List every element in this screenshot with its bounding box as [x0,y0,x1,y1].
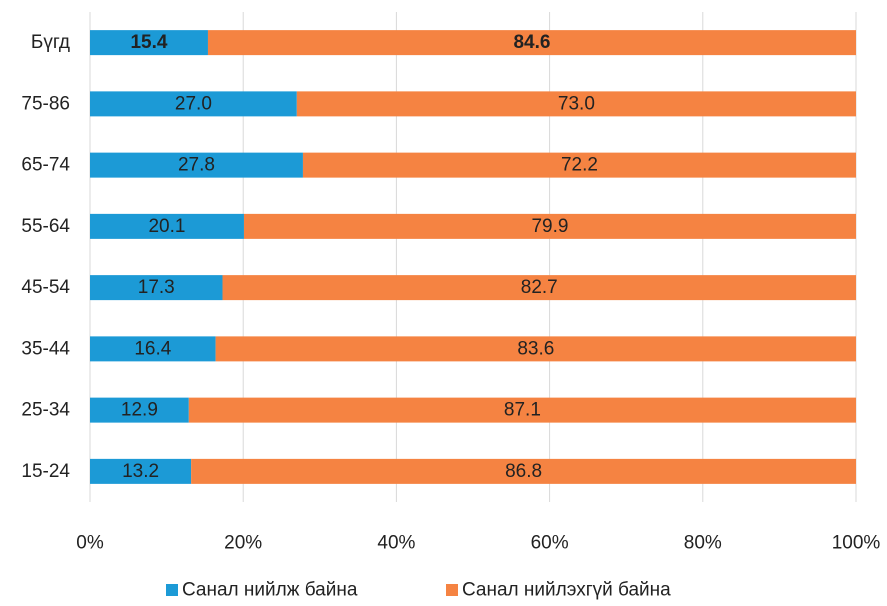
data-label-Бүгд-series-1: 84.6 [513,32,550,53]
x-tick-label: 0% [76,533,104,554]
data-label-75-86-series-0: 27.0 [175,93,212,114]
data-label-35-44-series-1: 83.6 [517,338,554,359]
bar-15-24-series-0 [90,458,192,484]
gridlines [89,12,857,502]
y-tick-label: Бүгд [31,32,70,53]
x-tick-label: 20% [224,533,262,554]
data-label-15-24-series-0: 13.2 [122,461,159,482]
x-tick-label: 60% [531,533,569,554]
data-label-25-34-series-1: 87.1 [504,400,541,421]
data-label-45-54-series-1: 82.7 [521,277,558,298]
data-label-25-34-series-0: 12.9 [121,400,158,421]
legend-swatch-1 [446,584,458,596]
bar-45-54-series-0 [90,275,223,301]
bar-Бүгд-series-1 [207,30,857,56]
bar-75-86-series-0 [90,91,297,117]
bar-15-24-series-1 [191,458,856,484]
x-axis-labels: 0% 20% 40% 60% 80% 100% [76,533,880,554]
data-label-Бүгд-series-0: 15.4 [130,32,167,53]
y-tick-label: 55-64 [21,216,70,237]
bar-65-74-series-1 [302,152,856,178]
data-label-55-64-series-1: 79.9 [531,216,568,237]
legend-swatch-0 [166,584,178,596]
y-tick-label: 65-74 [21,155,70,176]
bars: 15.4 84.6 27.0 73.0 27.8 72.2 20.1 79.9 17.3 82.7… [90,30,857,484]
legend: Санал нийлж байна Санал нийлэхгүй байна [166,580,671,601]
data-label-75-86-series-1: 73.0 [558,93,595,114]
legend-label-0: Санал нийлж байна [182,580,358,601]
y-tick-label: 15-24 [21,461,70,482]
bar-75-86-series-1 [296,91,856,117]
y-tick-label: 75-86 [21,93,70,114]
y-tick-label: 25-34 [21,400,70,421]
bar-25-34-series-0 [90,397,189,423]
y-tick-label: 35-44 [21,338,70,359]
data-label-35-44-series-0: 16.4 [134,338,171,359]
data-label-65-74-series-1: 72.2 [561,155,598,176]
x-tick-label: 40% [377,533,415,554]
data-label-45-54-series-0: 17.3 [138,277,175,298]
y-tick-label: 45-54 [21,277,70,298]
bar-45-54-series-1 [222,275,856,301]
bar-55-64-series-0 [90,213,244,239]
bar-55-64-series-1 [243,213,856,239]
x-tick-label: 80% [684,533,722,554]
bar-35-44-series-1 [215,336,856,362]
bar-25-34-series-1 [188,397,857,423]
y-axis-labels: Бүгд 75-86 65-74 55-64 45-54 35-44 25-34 15-24 [21,32,70,482]
bar-35-44-series-0 [90,336,216,362]
data-label-15-24-series-1: 86.8 [505,461,542,482]
data-label-55-64-series-0: 20.1 [148,216,185,237]
data-label-65-74-series-0: 27.8 [178,155,215,176]
x-tick-label: 100% [832,533,881,554]
legend-label-1: Санал нийлэхгүй байна [462,580,671,601]
bar-Бүгд-series-0 [90,30,208,56]
bar-65-74-series-0 [90,152,303,178]
